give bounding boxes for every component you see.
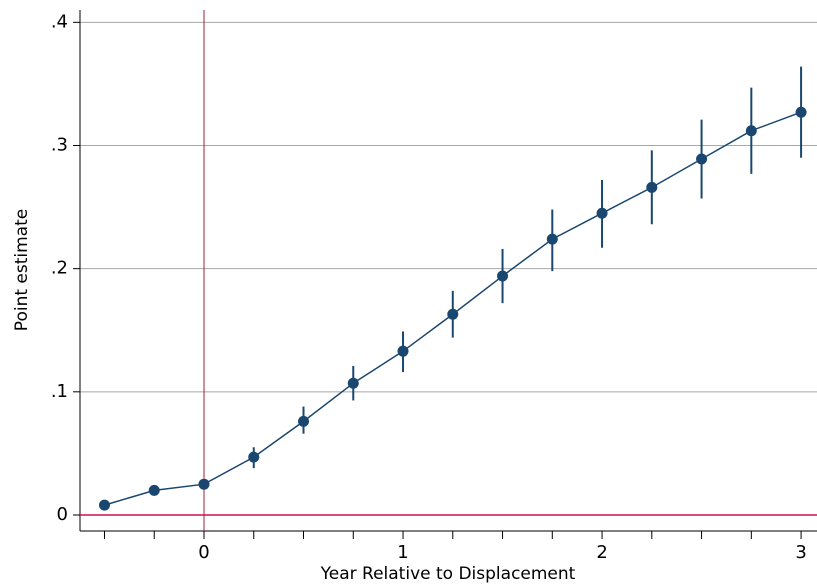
point xyxy=(198,478,210,490)
x-tick-label: 3 xyxy=(795,542,806,563)
point xyxy=(497,270,509,282)
point xyxy=(447,308,459,320)
point xyxy=(646,181,658,193)
point xyxy=(347,377,359,389)
y-tick-label: 0 xyxy=(57,504,68,525)
point xyxy=(148,484,160,496)
point xyxy=(696,153,708,165)
y-tick-label: .1 xyxy=(51,381,68,402)
x-axis-label: Year Relative to Displacement xyxy=(320,564,576,584)
x-tick-label: 0 xyxy=(198,542,209,563)
point xyxy=(795,106,807,118)
point xyxy=(248,451,260,463)
point xyxy=(745,125,757,137)
point xyxy=(596,207,608,219)
y-axis-label: Point estimate xyxy=(12,209,32,331)
y-tick-label: .2 xyxy=(51,258,68,279)
x-tick-label: 2 xyxy=(596,542,607,563)
point xyxy=(298,415,310,427)
point xyxy=(397,345,409,357)
y-tick-label: .3 xyxy=(51,134,68,155)
y-tick-label: .4 xyxy=(51,11,68,32)
point xyxy=(546,233,558,245)
x-tick-label: 1 xyxy=(397,542,408,563)
point xyxy=(98,499,110,511)
